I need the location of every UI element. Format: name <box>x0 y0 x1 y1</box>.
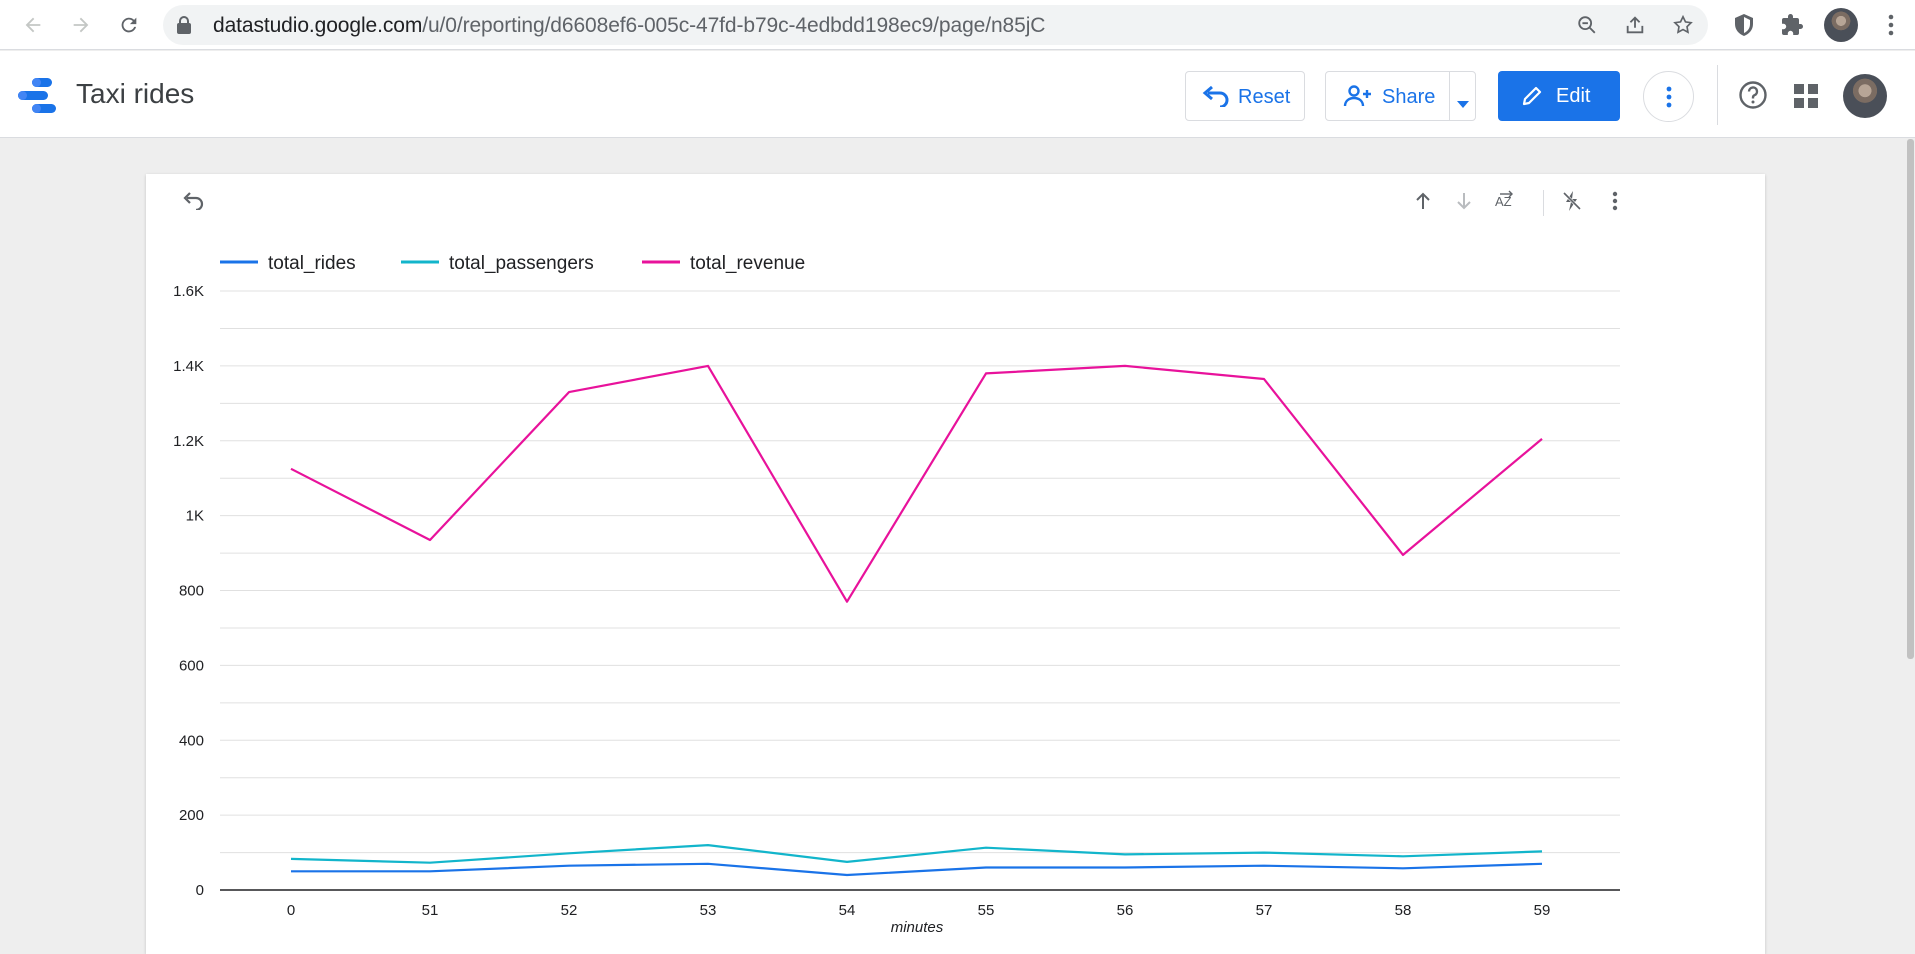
y-tick-label: 200 <box>179 807 204 824</box>
user-avatar[interactable] <box>1843 74 1887 118</box>
edit-button[interactable]: Edit <box>1498 71 1620 121</box>
y-tick-label: 1.4K <box>173 358 204 375</box>
y-tick-label: 1.6K <box>173 283 204 300</box>
share-divider <box>1449 72 1450 120</box>
y-tick-label: 400 <box>179 732 204 749</box>
legend-label[interactable]: total_rides <box>268 253 356 274</box>
zoom-out-icon[interactable] <box>1576 14 1598 36</box>
reload-icon[interactable] <box>114 10 144 40</box>
x-tick-label: 56 <box>1117 902 1134 919</box>
arrow-back-icon[interactable] <box>18 10 48 40</box>
url-path: /u/0/reporting/d6608ef6-005c-47fd-b79c-4… <box>422 14 1045 37</box>
help-icon[interactable] <box>1738 80 1768 115</box>
profile-avatar[interactable] <box>1824 8 1858 42</box>
browser-toolbar: datastudio.google.com/u/0/reporting/d660… <box>0 0 1915 50</box>
undo-icon <box>1202 85 1230 113</box>
url-host: datastudio.google.com <box>213 14 422 37</box>
y-tick-label: 1.2K <box>173 433 204 450</box>
x-tick-label: 58 <box>1395 902 1412 919</box>
x-tick-label: 57 <box>1256 902 1273 919</box>
x-tick-label: 51 <box>422 902 439 919</box>
y-tick-label: 600 <box>179 657 204 674</box>
share-page-icon[interactable] <box>1624 14 1646 36</box>
legend-label[interactable]: total_revenue <box>690 253 805 274</box>
reset-button[interactable]: Reset <box>1185 71 1305 121</box>
x-tick-label: 55 <box>978 902 995 919</box>
arrow-forward-icon[interactable] <box>66 10 96 40</box>
x-tick-label: 54 <box>839 902 856 919</box>
x-tick-label: 52 <box>561 902 578 919</box>
header-divider <box>1717 65 1718 125</box>
star-icon[interactable] <box>1672 14 1694 36</box>
url-text: datastudio.google.com/u/0/reporting/d660… <box>213 15 1045 36</box>
x-tick-label: 53 <box>700 902 717 919</box>
x-axis-title: minutes <box>891 919 944 936</box>
y-tick-label: 1K <box>186 508 204 525</box>
more-vert-icon[interactable] <box>1876 10 1906 40</box>
line-chart-plot: 0 200 400 600 800 1K 1.2K 1.4K 1.6K 0 51 52 53 54 55 5… <box>146 174 1765 954</box>
add-person-icon <box>1342 85 1372 113</box>
address-bar[interactable]: datastudio.google.com/u/0/reporting/d660… <box>163 5 1708 45</box>
share-button[interactable]: Share <box>1325 71 1476 121</box>
reset-label: Reset <box>1238 86 1290 109</box>
shield-extension-icon[interactable] <box>1729 10 1759 40</box>
legend-label[interactable]: total_passengers <box>449 253 594 274</box>
canvas-scrollbar[interactable] <box>1907 139 1914 659</box>
apps-grid-icon[interactable] <box>1794 84 1818 113</box>
report-title[interactable]: Taxi rides <box>76 77 194 111</box>
data-studio-logo-icon[interactable] <box>18 78 58 119</box>
series-line-total_revenue[interactable] <box>291 366 1542 602</box>
edit-label: Edit <box>1556 85 1590 108</box>
more-vert-icon <box>1666 86 1672 108</box>
time-series-chart[interactable]: AZ 0 200 400 600 800 1K 1.2K 1.4K 1.6K 0 51 52 53 54… <box>146 174 1765 954</box>
app-header: Taxi rides Reset Share Edit <box>0 51 1915 138</box>
series-line-total_passengers[interactable] <box>291 845 1542 863</box>
puzzle-icon[interactable] <box>1777 10 1807 40</box>
x-tick-label: 59 <box>1534 902 1551 919</box>
y-tick-label: 800 <box>179 583 204 600</box>
share-label: Share <box>1382 86 1435 109</box>
share-dropdown-arrow-icon[interactable] <box>1457 92 1469 115</box>
series-line-total_rides[interactable] <box>291 864 1542 875</box>
report-more-options-button[interactable] <box>1643 71 1694 122</box>
y-tick-label: 0 <box>196 882 204 899</box>
pencil-icon <box>1521 85 1543 113</box>
lock-icon <box>176 16 192 39</box>
x-tick-label: 0 <box>287 902 295 919</box>
